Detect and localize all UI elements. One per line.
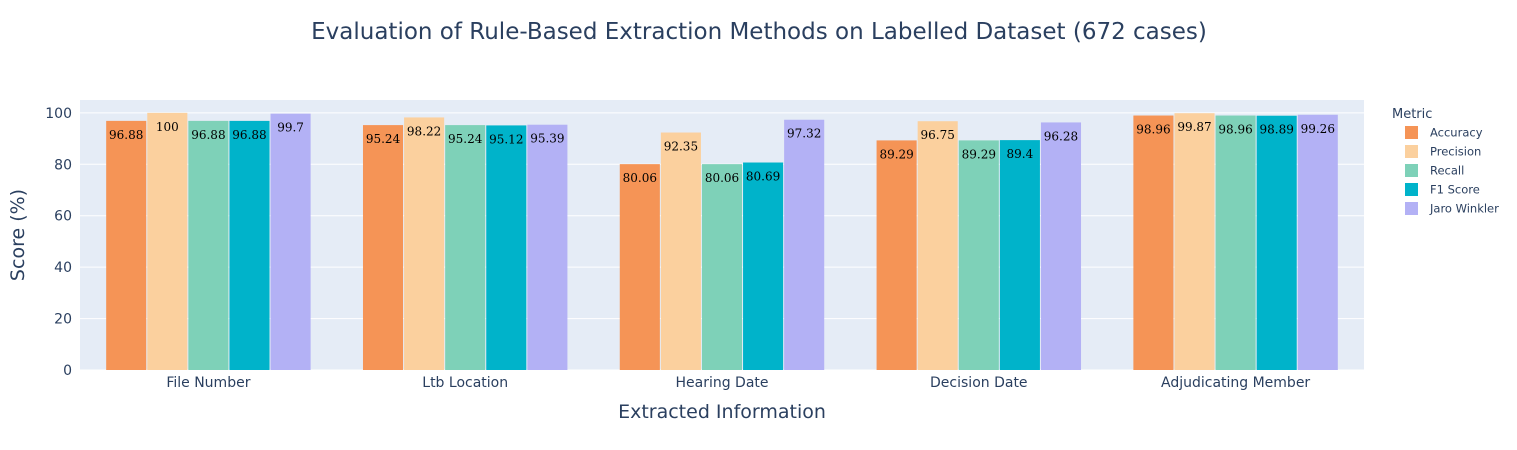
bar-value-label: 96.28 (1044, 129, 1078, 143)
legend-swatch (1405, 145, 1418, 158)
legend-swatch (1405, 202, 1418, 215)
bar (1297, 114, 1338, 370)
x-tick-label: Decision Date (930, 375, 1028, 391)
bar (701, 164, 743, 370)
chart-title: Evaluation of Rule-Based Extraction Meth… (311, 19, 1207, 45)
bar-value-label: 89.29 (962, 147, 996, 161)
bar (1040, 122, 1082, 371)
bar (958, 140, 999, 370)
bar (445, 125, 486, 371)
x-tick-label: Hearing Date (675, 375, 768, 391)
bar (619, 164, 660, 370)
bar-value-labels: 96.88 100 96.88 96.88 99.7 95.24 98.22 95.24 95.… (109, 120, 1335, 185)
bar-value-label: 96.88 (232, 128, 266, 142)
bar-value-label: 96.75 (921, 128, 955, 142)
bar (876, 140, 917, 370)
legend: Metric Accuracy Precision Recall F1 Score Ja… (1392, 107, 1499, 216)
legend-swatch (1405, 164, 1418, 177)
bar (784, 119, 825, 371)
bar (1174, 113, 1215, 370)
bar-value-label: 98.22 (407, 124, 441, 138)
bar (362, 125, 404, 371)
bars (106, 112, 1338, 371)
y-tick-label: 60 (54, 209, 72, 225)
legend-label: F1 Score (1430, 183, 1480, 197)
legend-label: Jaro Winkler (1429, 202, 1499, 216)
bar-value-label: 80.06 (705, 171, 739, 185)
bar-value-label: 80.69 (746, 170, 780, 184)
legend-swatch (1405, 183, 1418, 196)
bar-value-label: 95.39 (530, 132, 564, 146)
bar-value-label: 99.7 (277, 121, 304, 135)
y-axis-ticks: 0 20 40 60 80 100 (45, 106, 72, 379)
bar-value-label: 99.87 (1177, 120, 1211, 134)
legend-title: Metric (1392, 107, 1432, 122)
bar-value-label: 80.06 (623, 171, 657, 185)
bar-value-label: 89.29 (879, 147, 913, 161)
legend-label: Accuracy (1430, 126, 1483, 140)
y-tick-label: 80 (54, 157, 72, 173)
bar (1256, 115, 1297, 370)
x-axis-ticks: File Number Ltb Location Hearing Date Decis… (166, 375, 1310, 391)
bar (1133, 115, 1174, 370)
y-tick-label: 40 (54, 260, 72, 276)
y-tick-label: 20 (54, 312, 72, 328)
bar (527, 124, 568, 370)
bar-value-label: 96.88 (109, 128, 143, 142)
bar (743, 162, 784, 370)
bar (147, 112, 188, 370)
y-tick-label: 0 (63, 363, 72, 379)
legend-label: Precision (1430, 145, 1481, 159)
bar (660, 132, 701, 370)
bar-value-label: 97.32 (787, 127, 821, 141)
bar-value-label: 95.24 (366, 132, 401, 146)
bar (917, 121, 958, 370)
bar-value-label: 99.26 (1301, 122, 1335, 136)
bar-value-label: 96.88 (191, 128, 225, 142)
bar (188, 120, 229, 370)
bar (270, 113, 311, 370)
bar (404, 117, 445, 370)
bar-value-label: 95.24 (448, 132, 483, 146)
x-axis-title: Extracted Information (618, 401, 826, 423)
bar (486, 125, 527, 370)
x-tick-label: Ltb Location (422, 375, 508, 391)
bar (999, 140, 1040, 370)
x-tick-label: File Number (166, 375, 250, 391)
bar-value-label: 98.96 (1136, 123, 1170, 137)
bar (229, 120, 270, 370)
bar (1215, 115, 1256, 370)
legend-swatch (1405, 126, 1418, 139)
bar-value-label: 89.4 (1007, 147, 1034, 161)
bar-value-label: 92.35 (664, 140, 698, 154)
bar-value-label: 100 (156, 120, 179, 134)
y-tick-label: 100 (45, 106, 72, 122)
bar-value-label: 98.89 (1260, 123, 1294, 137)
legend-label: Recall (1430, 164, 1464, 178)
bar (106, 120, 147, 370)
bar-value-label: 95.12 (489, 132, 523, 146)
y-axis-title: Score (%) (7, 189, 29, 281)
x-tick-label: Adjudicating Member (1161, 375, 1310, 391)
bar-value-label: 98.96 (1218, 123, 1252, 137)
